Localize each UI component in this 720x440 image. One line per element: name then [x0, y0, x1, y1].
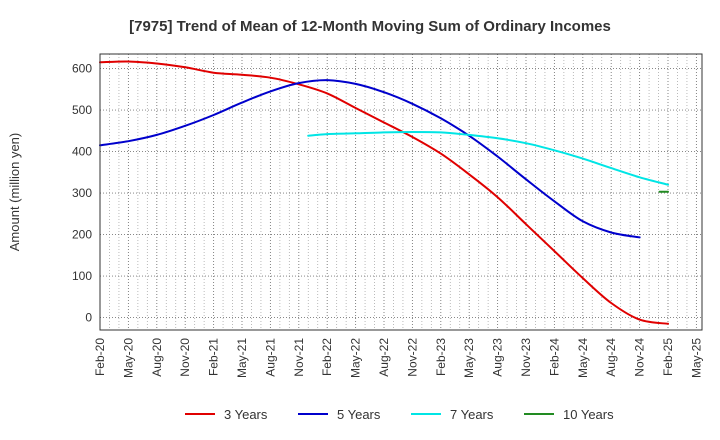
plot-border [99, 53, 703, 331]
y-tick-label: 100 [72, 269, 92, 283]
legend-label: 10 Years [563, 407, 614, 422]
x-tick-label: Nov-23 [519, 338, 533, 377]
x-tick-label: Aug-22 [377, 338, 391, 377]
x-tick-label: Feb-22 [320, 338, 334, 376]
y-tick-label: 600 [72, 62, 92, 76]
legend-label: 5 Years [337, 407, 381, 422]
legend: 3 Years 5 Years 7 Years 10 Years [185, 407, 614, 422]
x-tick-label: Aug-21 [263, 338, 277, 377]
y-tick-label: 200 [72, 228, 92, 242]
y-tick-label: 300 [72, 186, 92, 200]
x-tick-label: Nov-24 [633, 338, 647, 377]
chart-title: [7975] Trend of Mean of 12-Month Moving … [129, 18, 611, 35]
y-axis-label: Amount (million yen) [7, 133, 22, 252]
x-tick-label: Aug-23 [491, 338, 505, 377]
x-tick-label: May-21 [235, 338, 249, 378]
x-tick-label: Feb-20 [93, 338, 107, 376]
x-tick-label: Feb-21 [207, 338, 221, 376]
y-tick-label: 400 [72, 145, 92, 159]
legend-label: 7 Years [450, 407, 494, 422]
x-tick-label: May-23 [462, 338, 476, 378]
y-tick-label: 0 [85, 311, 92, 325]
legend-label: 3 Years [224, 407, 268, 422]
x-tick-label: Aug-20 [150, 338, 164, 377]
x-tick-label: May-22 [349, 338, 363, 378]
y-axis-ticks: 0 100 200 300 400 500 600 [72, 62, 92, 325]
series-line-7-years [307, 131, 669, 186]
x-tick-label: May-20 [121, 338, 135, 378]
x-tick-label: Nov-21 [292, 338, 306, 377]
x-tick-label: Nov-22 [405, 338, 419, 377]
x-tick-label: Feb-25 [661, 338, 675, 376]
series-line-3-years [99, 60, 669, 325]
series-lines [99, 60, 669, 325]
x-tick-label: Feb-24 [547, 338, 561, 376]
x-tick-label: May-25 [689, 338, 703, 378]
series-line-5-years [99, 79, 641, 239]
x-tick-label: May-24 [576, 338, 590, 378]
y-tick-label: 500 [72, 103, 92, 117]
x-tick-label: Feb-23 [434, 338, 448, 376]
plot-area [100, 54, 702, 330]
x-axis-ticks: Feb-20 May-20 Aug-20 Nov-20 Feb-21 May-21 Aug-… [93, 338, 703, 378]
x-tick-label: Aug-24 [604, 338, 618, 377]
x-tick-label: Nov-20 [178, 338, 192, 377]
grid [100, 54, 702, 330]
